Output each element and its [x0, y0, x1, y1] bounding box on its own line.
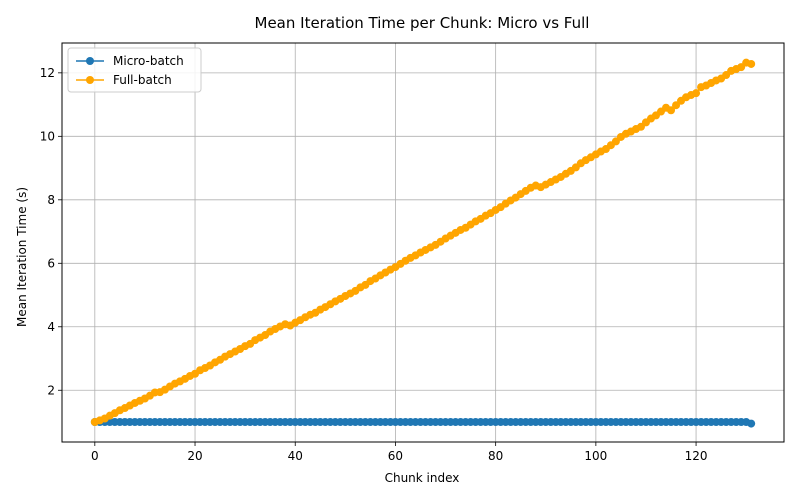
- series-micro-batch: [90, 418, 756, 428]
- y-tick-label: 6: [47, 256, 55, 270]
- chart-title: Mean Iteration Time per Chunk: Micro vs …: [255, 14, 590, 32]
- legend-box: [67, 47, 202, 93]
- x-tick-label: 0: [91, 449, 99, 463]
- legend-marker: [86, 76, 94, 84]
- series-layer: [90, 58, 756, 428]
- legend: Micro-batch Full-batch: [67, 47, 202, 93]
- axis-ticks: 0 20 40 60 80 100 120 2 4 6 8 10 12: [40, 66, 708, 463]
- y-tick-label: 4: [47, 320, 55, 334]
- x-axis-label: Chunk index: [385, 471, 460, 485]
- series-full-batch: [90, 58, 756, 426]
- axes-frame: [61, 42, 785, 443]
- x-tick-label: 100: [584, 449, 607, 463]
- data-point: [692, 89, 701, 98]
- x-tick-label: 20: [187, 449, 202, 463]
- legend-marker: [86, 57, 94, 65]
- y-tick-label: 12: [40, 66, 55, 80]
- grid-lines: [62, 43, 784, 442]
- y-tick-label: 2: [47, 383, 55, 397]
- legend-label: Full-batch: [113, 73, 172, 87]
- y-axis-label: Mean Iteration Time (s): [15, 187, 29, 327]
- legend-label: Micro-batch: [113, 54, 184, 68]
- x-tick-label: 120: [685, 449, 708, 463]
- y-tick-label: 8: [47, 193, 55, 207]
- data-point: [667, 106, 676, 115]
- y-tick-label: 10: [40, 129, 55, 143]
- x-tick-label: 60: [388, 449, 403, 463]
- x-tick-label: 40: [288, 449, 303, 463]
- data-point: [747, 59, 756, 68]
- data-point: [747, 419, 756, 428]
- x-tick-label: 80: [488, 449, 503, 463]
